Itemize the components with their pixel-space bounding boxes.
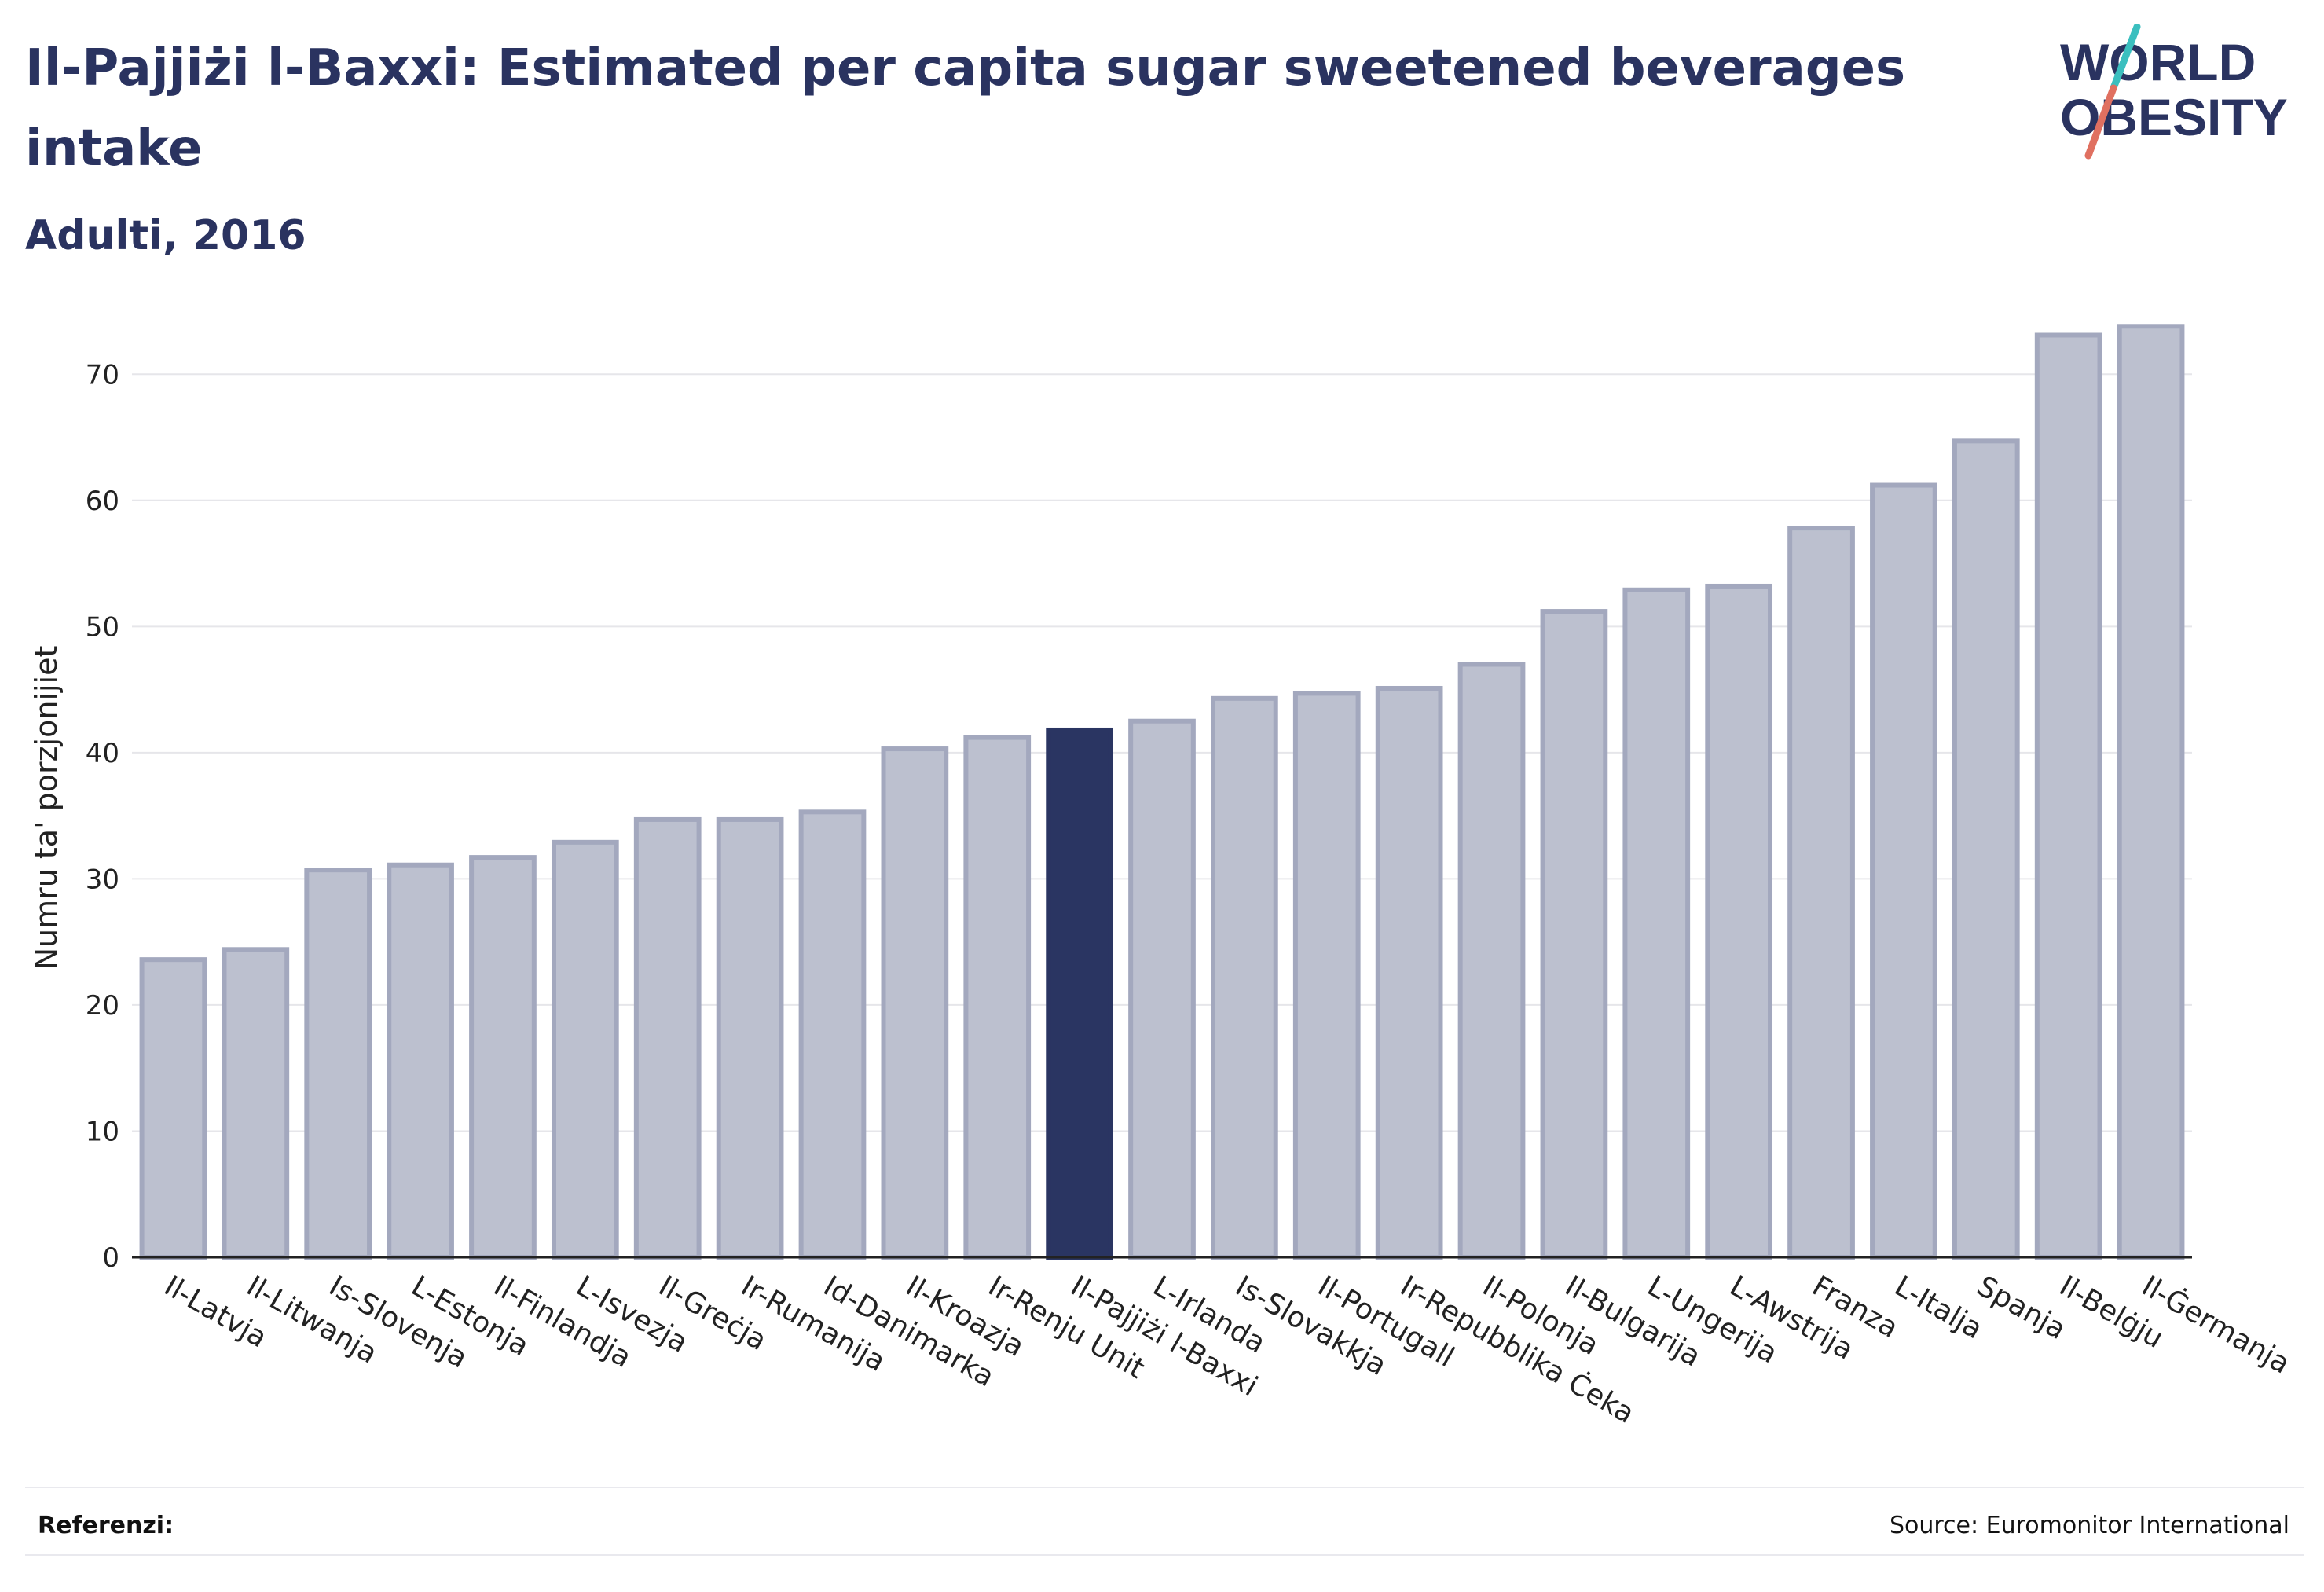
x-tick-label: L-Italja — [1889, 1270, 1988, 1345]
bar — [2034, 332, 2102, 1260]
bar — [222, 947, 290, 1260]
bar — [1540, 609, 1608, 1260]
bar — [2117, 324, 2185, 1260]
bar — [1705, 583, 1773, 1260]
bar — [798, 809, 867, 1260]
y-tick-label: 70 — [86, 359, 119, 391]
footer-divider-top — [25, 1487, 2304, 1488]
references-label: Referenzi: — [38, 1512, 174, 1539]
y-tick-label: 20 — [86, 990, 119, 1022]
bar — [1952, 438, 2020, 1260]
bar — [963, 735, 1032, 1260]
bar — [716, 816, 784, 1260]
bar — [1870, 482, 1937, 1260]
bar — [1375, 685, 1443, 1260]
y-axis-title: Numru ta' porzjonijiet — [29, 646, 64, 970]
bar — [304, 868, 372, 1260]
source-text: Source: Euromonitor International — [1889, 1512, 2289, 1539]
bar — [1787, 526, 1855, 1260]
bar — [139, 957, 207, 1260]
bar — [1128, 718, 1196, 1260]
bar — [1622, 587, 1691, 1260]
chart-subtitle: Adulti, 2016 — [25, 212, 306, 259]
bar — [469, 855, 537, 1260]
bar — [387, 862, 454, 1260]
y-tick-label: 10 — [86, 1116, 119, 1147]
chart-title: Il-Pajjiżi l-Baxxi: Estimated per capita… — [25, 39, 1906, 178]
world-obesity-logo: WORLD OBESITY — [2060, 24, 2288, 160]
y-tick-label: 40 — [86, 738, 119, 769]
svg-text:WORLD: WORLD — [2060, 33, 2256, 91]
x-tick-label: Spanja — [1971, 1270, 2071, 1346]
bar — [1211, 695, 1278, 1260]
y-tick-label: 0 — [102, 1242, 119, 1274]
y-tick-label: 50 — [86, 611, 119, 643]
bar — [1457, 662, 1526, 1260]
bar — [551, 839, 619, 1260]
bar — [1046, 727, 1113, 1260]
y-tick-label: 30 — [86, 864, 119, 895]
y-tick-label: 60 — [86, 486, 119, 517]
bar — [1292, 691, 1361, 1260]
bar — [881, 746, 949, 1260]
bar — [633, 816, 702, 1260]
footer-divider-bottom — [25, 1554, 2304, 1556]
